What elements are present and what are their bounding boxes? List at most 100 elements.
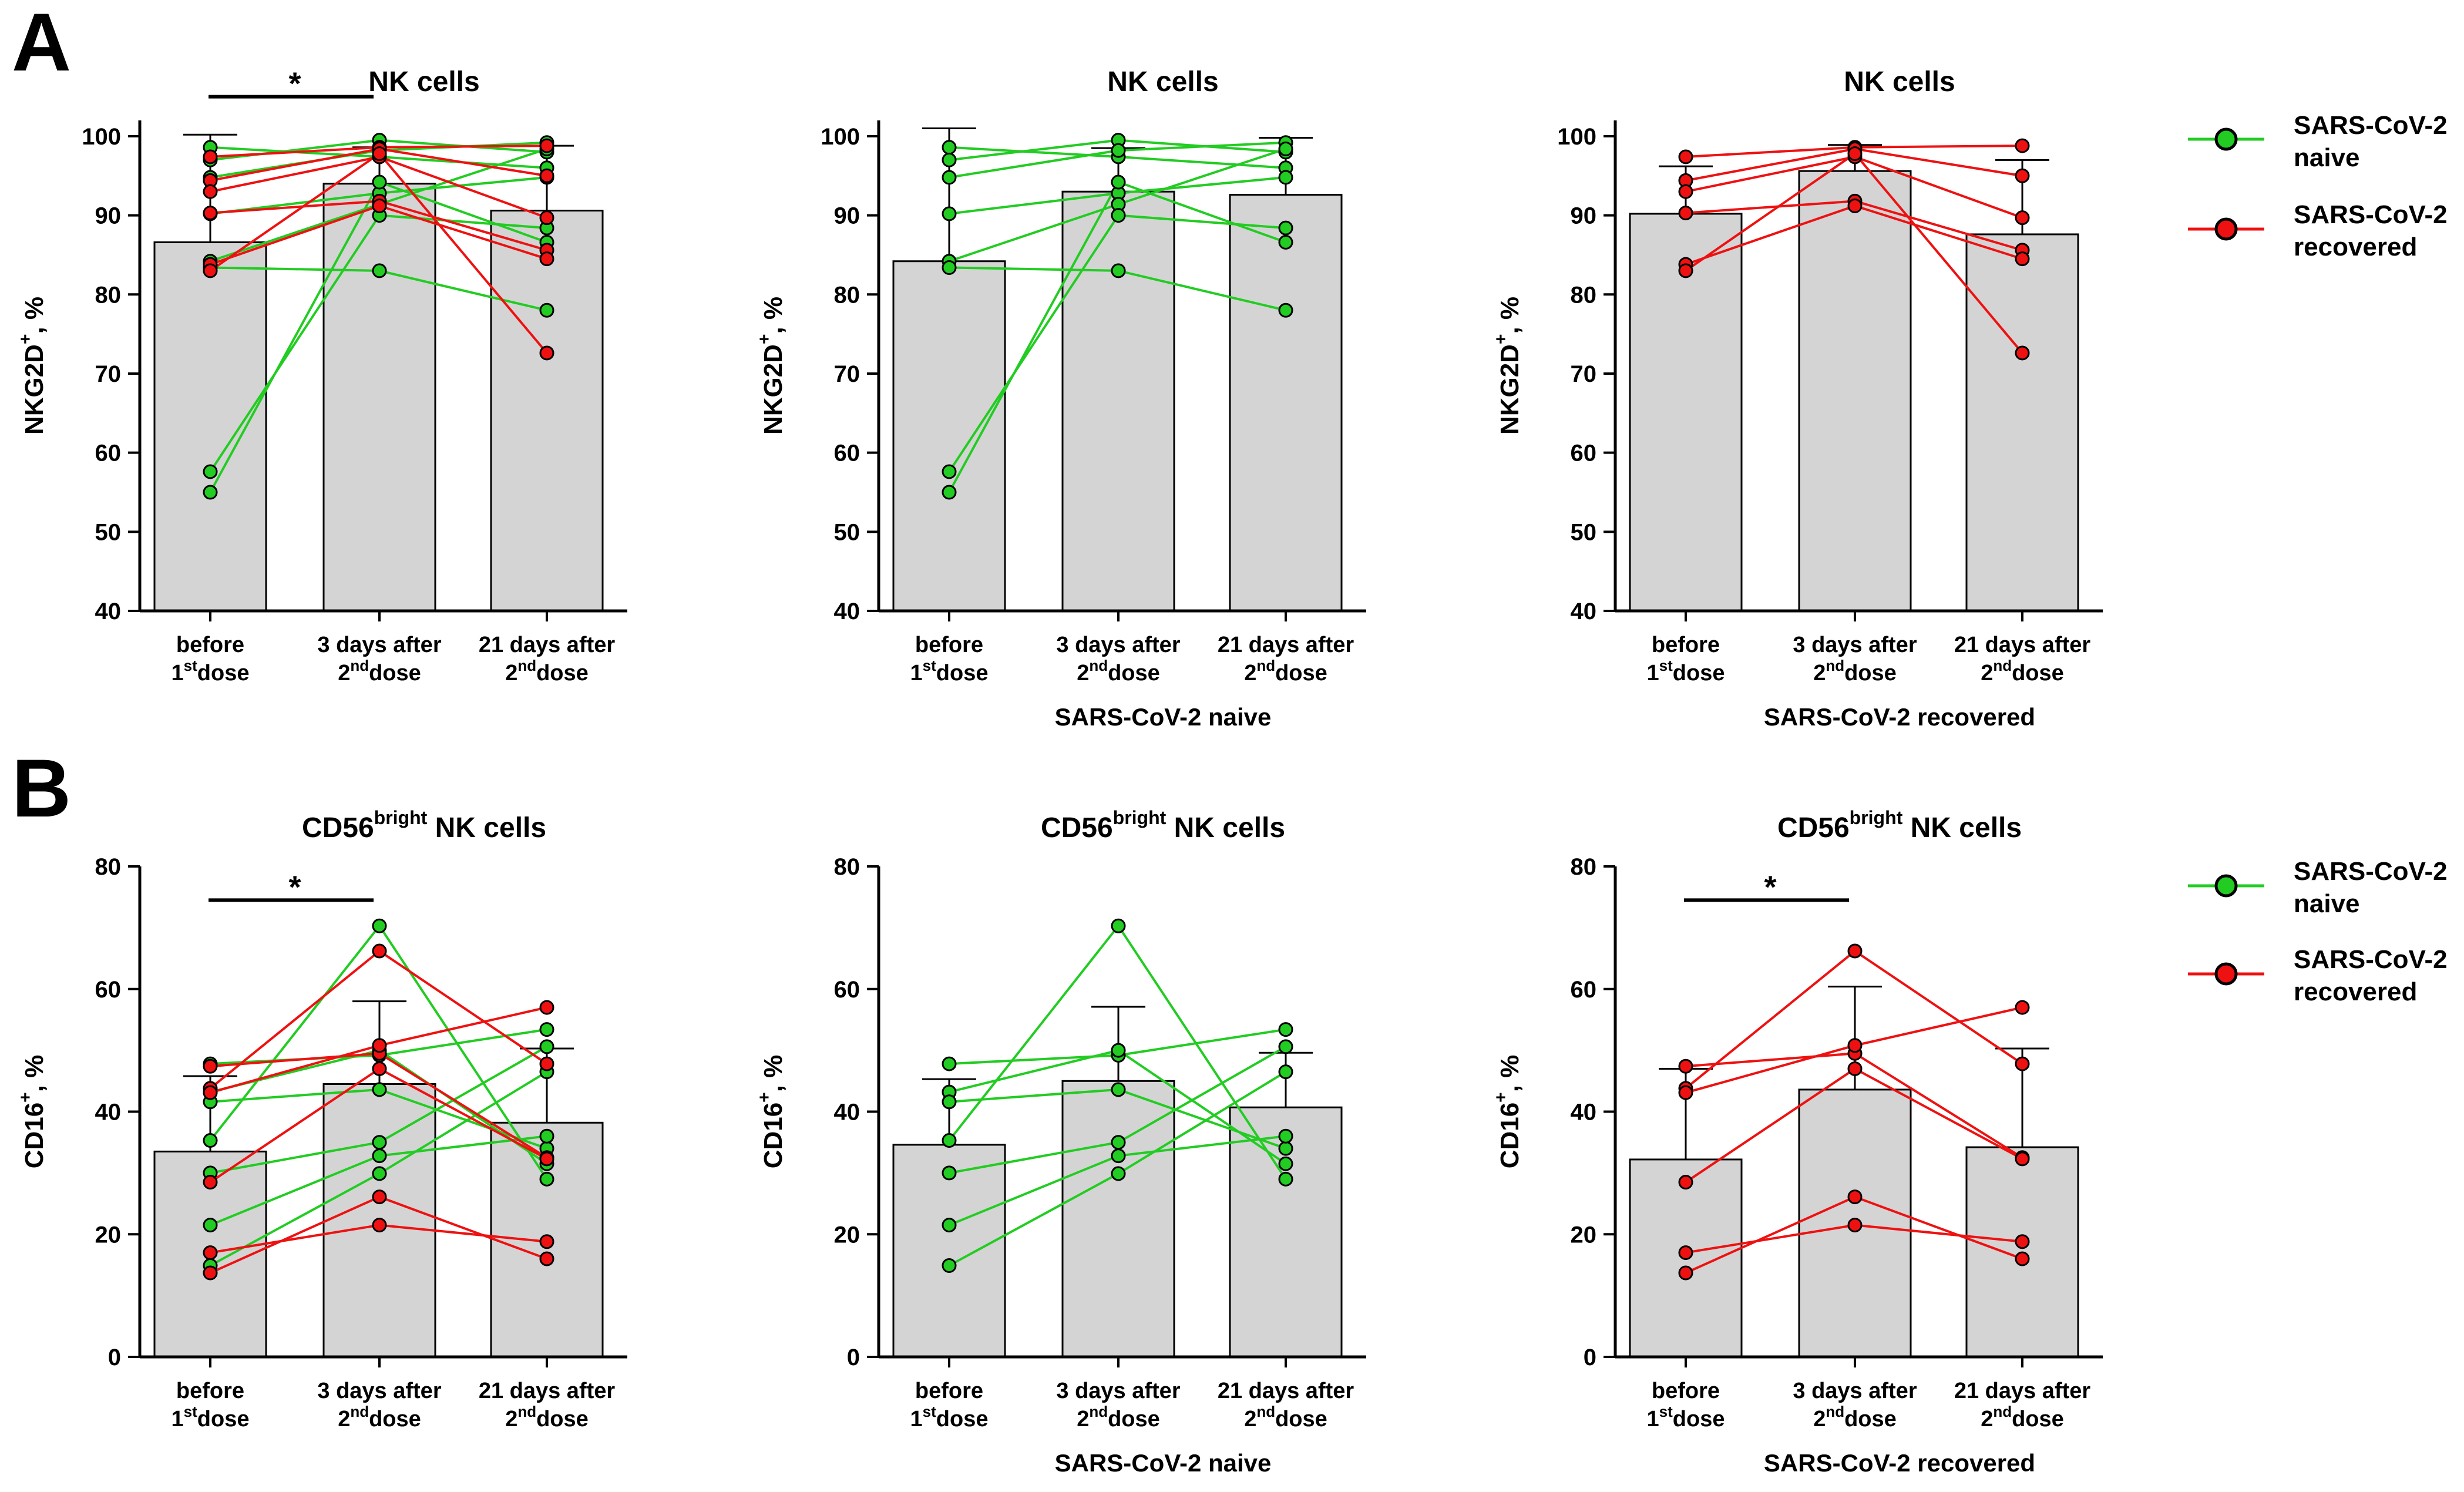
naive-point <box>1278 1141 1293 1156</box>
recovered-point <box>1678 149 1693 164</box>
y-tick-label: 80 <box>95 854 122 880</box>
x-tick-label: 2nddose <box>1981 657 2064 685</box>
y-axis-label: NKG2D+, % <box>1491 297 1524 435</box>
naive-point <box>203 1218 218 1233</box>
significance-label: * <box>288 66 301 102</box>
naive-point <box>1111 263 1126 278</box>
recovered-point <box>372 1038 387 1053</box>
naive-point <box>942 1133 957 1148</box>
recovered-point <box>203 263 218 278</box>
recovered-point <box>203 1245 218 1261</box>
naive-point <box>942 1165 957 1181</box>
recovered-point <box>2015 1151 2030 1167</box>
recovered-point <box>2015 138 2030 153</box>
recovered-point <box>2015 210 2030 226</box>
legend-naive-marker <box>2214 874 2238 898</box>
bar <box>1965 233 2079 612</box>
chart-title: NK cells <box>1844 66 1955 98</box>
naive-point <box>203 1133 218 1148</box>
recovered-point <box>203 149 218 164</box>
chart-title: CD56bright NK cells <box>302 807 546 844</box>
naive-point <box>539 1022 554 1037</box>
naive-point <box>539 1128 554 1144</box>
recovered-point <box>1847 1218 1863 1233</box>
y-axis-label: NKG2D+, % <box>16 297 49 435</box>
recovered-point <box>539 345 554 361</box>
y-axis-label: CD16+, % <box>1491 1055 1524 1169</box>
recovered-point <box>1678 1058 1693 1074</box>
x-tick-label: 2nddose <box>1244 657 1327 685</box>
y-tick-label: 0 <box>108 1345 121 1370</box>
recovered-point <box>203 1175 218 1190</box>
y-tick-label: 90 <box>1571 203 1597 229</box>
naive-point <box>942 1094 957 1110</box>
y-tick-label: 0 <box>847 1345 860 1370</box>
chart-b-1: CD56bright NK cells CD16+, % 0 20 40 60 80 befo… <box>755 807 1366 1477</box>
naive-point <box>1278 1064 1293 1080</box>
panel-label-b: B <box>12 742 71 834</box>
x-tick-label: before <box>176 633 244 657</box>
recovered-point <box>203 1058 218 1074</box>
x-tick-label: 21 days after <box>1954 1379 2091 1403</box>
x-tick-label: 21 days after <box>1218 633 1354 657</box>
naive-point <box>203 485 218 500</box>
y-tick-label: 40 <box>834 599 860 624</box>
recovered-point <box>1847 198 1863 213</box>
recovered-point <box>1847 943 1863 959</box>
naive-point <box>1111 208 1126 223</box>
naive-point <box>539 1171 554 1187</box>
y-tick-label: 80 <box>1571 282 1597 308</box>
bar <box>153 241 267 612</box>
naive-point <box>1278 141 1293 156</box>
recovered-point <box>539 210 554 226</box>
x-tick-label: 3 days after <box>1056 633 1180 657</box>
recovered-point <box>2015 251 2030 267</box>
y-tick-label: 60 <box>95 977 122 1003</box>
x-tick-label: 21 days after <box>1954 633 2091 657</box>
recovered-point <box>372 198 387 213</box>
recovered-point <box>2015 168 2030 183</box>
naive-point <box>1111 143 1126 158</box>
bar <box>1229 194 1343 612</box>
legend-recovered-marker <box>2214 962 2238 986</box>
naive-point <box>1278 234 1293 250</box>
y-tick-label: 90 <box>834 203 860 229</box>
y-tick-label: 40 <box>95 599 122 624</box>
x-tick-label: 2nddose <box>338 657 421 685</box>
recovered-point <box>203 206 218 221</box>
y-tick-label: 70 <box>834 361 860 387</box>
x-tick-label: 1stdose <box>172 657 250 685</box>
x-tick-label: 2nddose <box>1813 1403 1897 1431</box>
recovered-point <box>1847 1038 1863 1053</box>
y-tick-label: 40 <box>1571 599 1597 624</box>
naive-point <box>942 1218 957 1233</box>
legend-recovered-line1: SARS-CoV-2 <box>2294 200 2448 229</box>
naive-point <box>942 260 957 275</box>
chart-title: CD56bright NK cells <box>1041 807 1285 844</box>
x-tick-label: 2nddose <box>505 657 589 685</box>
naive-point <box>942 1258 957 1273</box>
bar <box>1798 170 1912 612</box>
recovered-point <box>1678 1265 1693 1281</box>
bar <box>490 210 604 612</box>
y-tick-label: 60 <box>1571 977 1597 1003</box>
y-axis-label: CD16+, % <box>755 1055 788 1169</box>
recovered-point <box>203 1265 218 1281</box>
recovered-point <box>539 1000 554 1015</box>
naive-point <box>1111 1148 1126 1164</box>
panel-label-a: A <box>12 0 71 88</box>
recovered-point <box>539 1234 554 1249</box>
recovered-point <box>2015 345 2030 361</box>
x-tick-label: 2nddose <box>1077 1403 1160 1431</box>
y-tick-label: 40 <box>95 1100 122 1125</box>
x-tick-label: 21 days after <box>479 633 616 657</box>
significance-label: * <box>1764 869 1776 905</box>
y-tick-label: 100 <box>821 124 860 150</box>
naive-point <box>942 140 957 155</box>
recovered-point <box>2015 1000 2030 1015</box>
legend-naive-line2: naive <box>2294 889 2360 918</box>
legend-naive-line2: naive <box>2294 143 2360 172</box>
naive-point <box>372 1148 387 1164</box>
naive-point <box>203 464 218 479</box>
naive-point <box>1111 1082 1126 1097</box>
